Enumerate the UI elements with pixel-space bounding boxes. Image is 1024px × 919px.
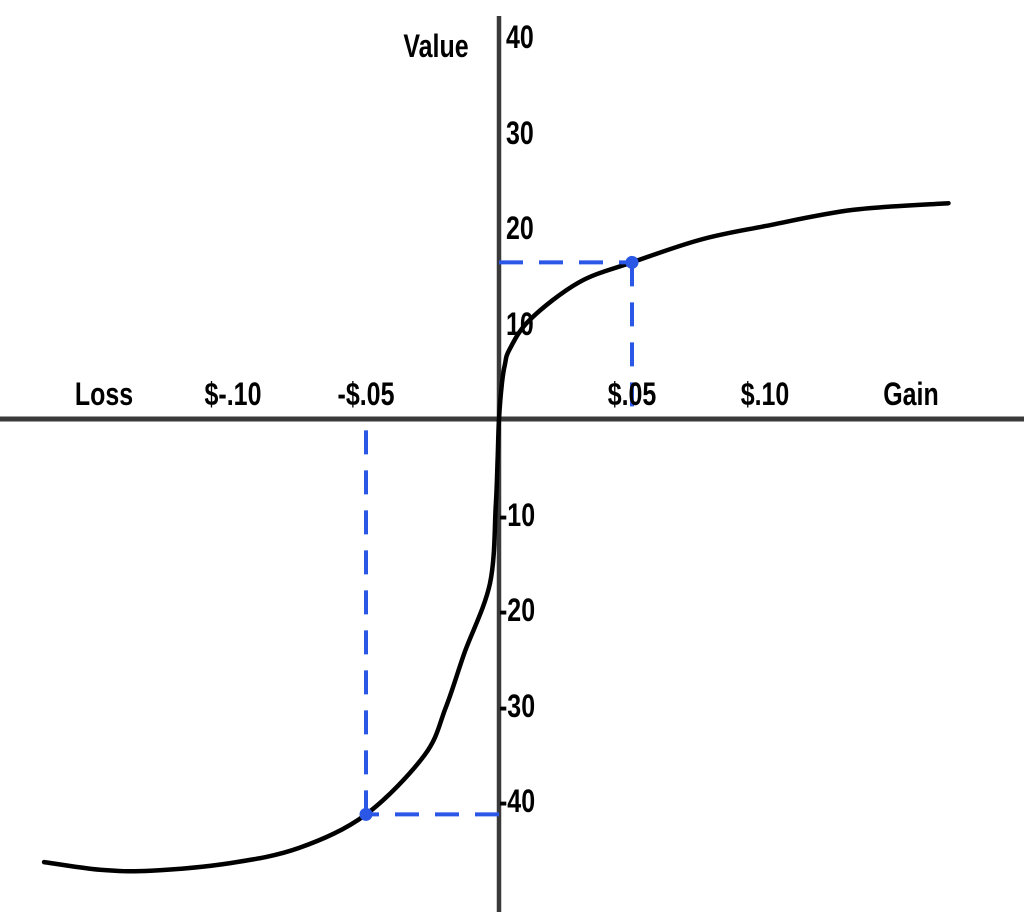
gain-example-point-dot (625, 255, 639, 269)
value-curve-path (41, 200, 951, 874)
loss-example-point-dot (359, 807, 373, 821)
